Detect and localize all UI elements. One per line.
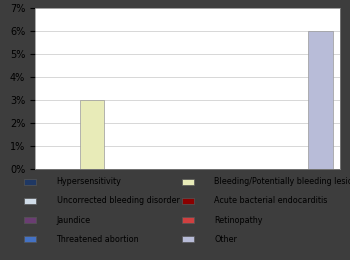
Bar	[308, 31, 333, 169]
Text: Uncorrected bleeding disorder: Uncorrected bleeding disorder	[57, 197, 180, 205]
FancyBboxPatch shape	[182, 217, 194, 223]
FancyBboxPatch shape	[182, 236, 194, 242]
Text: Acute bacterial endocarditis: Acute bacterial endocarditis	[215, 197, 328, 205]
FancyBboxPatch shape	[24, 236, 36, 242]
Text: Bleeding/Potentially bleeding lesion: Bleeding/Potentially bleeding lesion	[215, 177, 350, 186]
Text: Jaundice: Jaundice	[57, 216, 91, 225]
Text: Other: Other	[215, 235, 237, 244]
Text: Hypersensitivity: Hypersensitivity	[57, 177, 121, 186]
Text: Retinopathy: Retinopathy	[215, 216, 263, 225]
FancyBboxPatch shape	[182, 179, 194, 185]
FancyBboxPatch shape	[182, 198, 194, 204]
FancyBboxPatch shape	[24, 198, 36, 204]
Text: Threatened abortion: Threatened abortion	[57, 235, 139, 244]
FancyBboxPatch shape	[24, 217, 36, 223]
FancyBboxPatch shape	[24, 179, 36, 185]
Bar	[80, 100, 104, 169]
